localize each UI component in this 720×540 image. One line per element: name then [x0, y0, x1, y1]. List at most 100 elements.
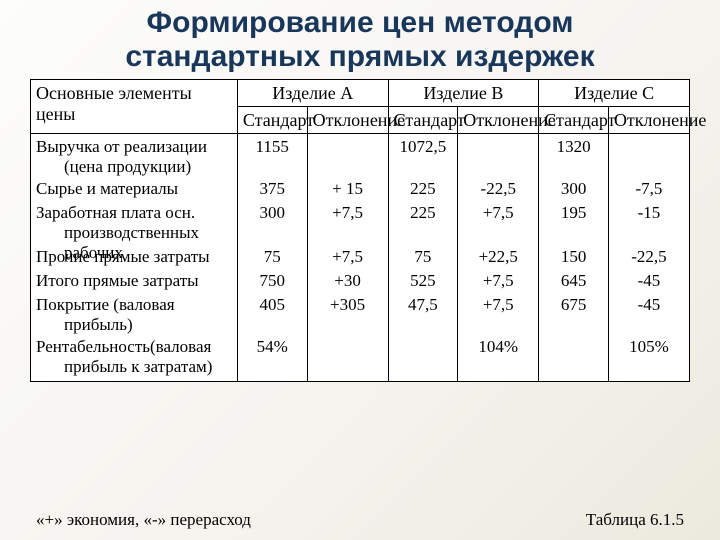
cell-value: +305	[313, 295, 383, 337]
cell-value: 1155	[243, 137, 302, 179]
cell-value: +22,5	[463, 247, 533, 271]
cell-value: 1072,5	[394, 137, 453, 179]
value-text: 375	[243, 179, 302, 199]
value-text: 225	[394, 203, 453, 223]
value-text: 750	[243, 271, 302, 291]
col-b-std: 1072,5 225225 75 525 47,5	[388, 134, 458, 382]
title-line1: Формирование цен методом	[147, 6, 574, 39]
value-text: 104%	[463, 337, 533, 357]
cell-value: 47,5	[394, 295, 453, 337]
cell-value: 104%	[463, 337, 533, 379]
cell-value: 675	[544, 295, 603, 337]
row-label: Покрытие (валоваяприбыль)	[36, 295, 232, 337]
row-label: Сырье и материалы	[36, 179, 232, 203]
value-text: -22,5	[463, 179, 533, 199]
value-text: +7,5	[313, 203, 383, 223]
value-text: -22,5	[614, 247, 684, 267]
row-label: Рентабельность(валоваяприбыль к затратам…	[36, 337, 232, 379]
value-text: +7,5	[463, 295, 533, 315]
cell-value: 195	[544, 203, 603, 247]
cell-value: 75	[243, 247, 302, 271]
subheader-dev: Отклонение	[458, 107, 539, 134]
row-label: Заработная плата осн.производственныхраб…	[36, 203, 232, 247]
cell-value: 375	[243, 179, 302, 203]
value-text: +7,5	[463, 271, 533, 291]
value-text: +30	[313, 271, 383, 291]
value-text: + 15	[313, 179, 383, 199]
col-c-dev: -7,5-15-22,5 -45 -45 105%	[608, 134, 689, 382]
cell-value: 750	[243, 271, 302, 295]
cell-value	[463, 137, 533, 179]
row-label: Прочие прямые затраты	[36, 247, 232, 271]
footer-table-number: Таблица 6.1.5	[586, 510, 684, 530]
row-label-line: Выручка от реализации	[36, 137, 232, 157]
value-text: 75	[394, 247, 453, 267]
cell-value: 75	[394, 247, 453, 271]
cell-value	[544, 337, 603, 379]
cell-value: 405	[243, 295, 302, 337]
cell-value: +7,5	[463, 295, 533, 337]
cell-value: -7,5	[614, 179, 684, 203]
row-label-line: производственных	[36, 223, 232, 243]
table-body-row: Выручка от реализации(цена продукции)Сыр…	[31, 134, 690, 382]
header-product-b: Изделие В	[388, 80, 539, 107]
cell-value: 225	[394, 179, 453, 203]
slide-footer: «+» экономия, «-» перерасход Таблица 6.1…	[0, 510, 720, 530]
cell-value: + 15	[313, 179, 383, 203]
subheader-std: Стандарт	[388, 107, 458, 134]
value-text: 1155	[243, 137, 302, 157]
value-text: 195	[544, 203, 603, 223]
col-a-std: 11553753007575040554%	[237, 134, 307, 382]
cell-value: +7,5	[313, 203, 383, 247]
cell-value: 300	[243, 203, 302, 247]
cell-value: -45	[614, 271, 684, 295]
row-label-line: Итого прямые затраты	[36, 271, 232, 291]
value-text: 405	[243, 295, 302, 315]
value-text: 525	[394, 271, 453, 291]
cell-value: 225	[394, 203, 453, 247]
cell-value: 645	[544, 271, 603, 295]
labels-cell: Выручка от реализации(цена продукции)Сыр…	[31, 134, 238, 382]
row-label-line: прибыль к затратам)	[36, 357, 232, 377]
cell-value: +7,5	[463, 271, 533, 295]
subheader-std: Стандарт	[237, 107, 307, 134]
header-product-a: Изделие А	[237, 80, 388, 107]
cell-value	[313, 137, 383, 179]
footer-legend: «+» экономия, «-» перерасход	[36, 510, 251, 530]
value-text: 645	[544, 271, 603, 291]
col-b-dev: -22,5 +7,5 +22,5 +7,5 +7,5 104%	[458, 134, 539, 382]
pricing-table: Основные элементы цены Изделие А Изделие…	[30, 79, 690, 382]
cell-value	[313, 337, 383, 379]
row-label-line: Заработная плата осн.	[36, 203, 232, 223]
col-a-dev: + 15 +7,5 +7,5 +30 +305	[307, 134, 388, 382]
cell-value: +7,5	[313, 247, 383, 271]
subheader-std: Стандарт	[539, 107, 609, 134]
row-label-line: Прочие прямые затраты	[36, 247, 232, 267]
cell-value: +30	[313, 271, 383, 295]
cell-value: -22,5	[614, 247, 684, 271]
cell-value: 150	[544, 247, 603, 271]
header-main: Основные элементы цены	[31, 80, 238, 134]
value-text: 1072,5	[394, 137, 453, 157]
value-text: +305	[313, 295, 383, 315]
cell-value: 105%	[614, 337, 684, 379]
table-head: Основные элементы цены Изделие А Изделие…	[31, 80, 690, 134]
value-text: +22,5	[463, 247, 533, 267]
value-text: -45	[614, 271, 684, 291]
value-text: 75	[243, 247, 302, 267]
title-line2: стандартных прямых издержек	[125, 40, 594, 73]
subheader-dev: Отклонение	[608, 107, 689, 134]
col-c-std: 1320300 195 150645 675	[539, 134, 609, 382]
row-label: Итого прямые затраты	[36, 271, 232, 295]
cell-value: 300	[544, 179, 603, 203]
cell-value: 1320	[544, 137, 603, 179]
cell-value	[614, 137, 684, 179]
header-product-c: Изделие С	[539, 80, 690, 107]
slide-title: Формирование цен методом стандартных пря…	[28, 6, 692, 73]
value-text: 300	[544, 179, 603, 199]
row-label-line: (цена продукции)	[36, 157, 232, 177]
value-text: +7,5	[313, 247, 383, 267]
cell-value: -15	[614, 203, 684, 247]
value-text: +7,5	[463, 203, 533, 223]
value-text: -45	[614, 295, 684, 315]
